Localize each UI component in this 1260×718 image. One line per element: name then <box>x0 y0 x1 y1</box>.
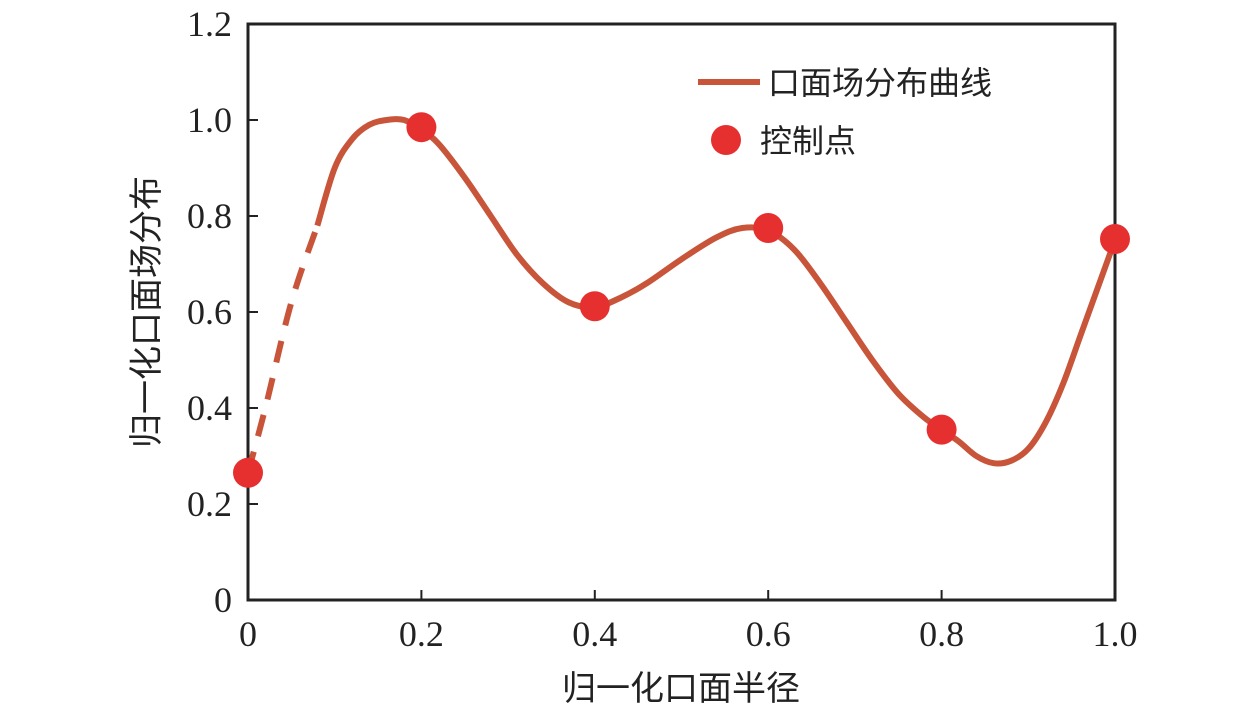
curve-solid-segment <box>314 116 1118 467</box>
control-point <box>1100 224 1130 255</box>
y-tick-label: 0.8 <box>187 196 232 236</box>
y-axis-title: 归一化口面场分布 <box>127 176 167 448</box>
y-axis-ticks: 0 0.2 0.4 0.6 0.8 1.0 1.2 <box>187 4 258 620</box>
x-tick-label: 0.2 <box>399 614 444 654</box>
x-tick-label: 0.8 <box>919 614 964 654</box>
plot-frame <box>246 22 1117 602</box>
control-points-layer <box>233 112 1130 488</box>
curve-dashed-segment <box>245 224 321 474</box>
x-tick-label: 0.6 <box>746 614 791 654</box>
control-point <box>926 414 957 445</box>
x-tick-label: 1.0 <box>1093 614 1138 654</box>
control-point <box>406 112 437 143</box>
x-tick-label: 0 <box>239 614 257 654</box>
x-axis-title: 归一化口面半径 <box>562 669 800 709</box>
y-tick-label: 0 <box>214 580 232 620</box>
y-tick-label: 0.2 <box>187 484 232 524</box>
legend-label-curve: 口面场分布曲线 <box>768 64 992 102</box>
y-tick-label: 0.6 <box>187 292 232 332</box>
y-tick-label: 1.2 <box>187 4 232 44</box>
legend-label-control-points: 控制点 <box>760 122 856 160</box>
legend: 口面场分布曲线 控制点 <box>698 64 992 160</box>
control-point <box>233 457 263 488</box>
y-tick-label: 1.0 <box>187 100 232 140</box>
control-point <box>579 291 610 322</box>
legend-point-swatch <box>711 125 741 155</box>
y-tick-label: 0.4 <box>187 388 232 428</box>
x-tick-label: 0.4 <box>572 614 617 654</box>
control-point <box>753 213 784 243</box>
x-axis-ticks: 0 0.2 0.4 0.6 0.8 1.0 <box>239 590 1138 654</box>
series-layer <box>245 116 1118 474</box>
